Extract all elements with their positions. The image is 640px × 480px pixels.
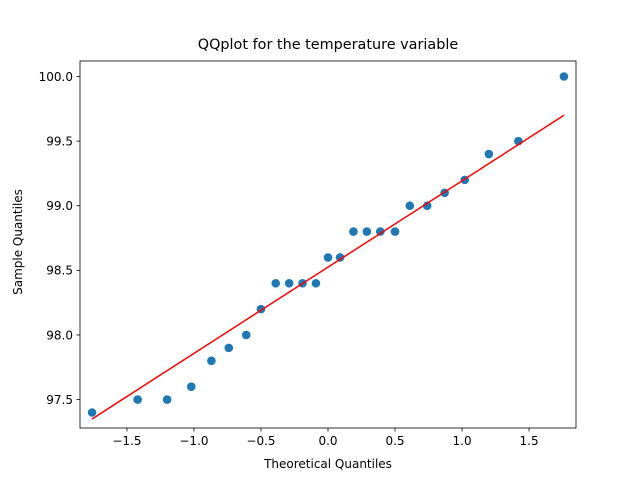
- plot-area: [87, 72, 569, 420]
- x-tick-label: 0.5: [385, 434, 404, 448]
- data-point-15: [349, 227, 358, 236]
- x-tick-label: −0.5: [246, 434, 275, 448]
- data-point-2: [133, 395, 142, 404]
- y-tick-label: 98.0: [46, 328, 73, 342]
- x-tick-label: 1.0: [453, 434, 472, 448]
- x-tick-label: 0.0: [318, 434, 337, 448]
- x-axis-label: Theoretical Quantiles: [263, 457, 392, 471]
- data-point-5: [207, 356, 216, 366]
- data-point-12: [311, 278, 321, 288]
- reference-line: [91, 114, 565, 420]
- x-tick-label: −1.0: [179, 434, 208, 448]
- data-point-6: [224, 343, 234, 353]
- axis-ticks: −1.5 −1.0 −0.5 0.0 0.5 1.0 1.5 97.5 98.0 98.5 99.0…: [39, 70, 539, 448]
- data-point-9: [271, 278, 281, 288]
- chart-title: QQplot for the temperature variable: [198, 37, 459, 53]
- x-tick-label: −1.5: [112, 434, 141, 448]
- data-point-19: [405, 201, 415, 211]
- y-tick-label: 100.0: [39, 70, 73, 84]
- data-point-25: [559, 72, 569, 81]
- data-point-1: [87, 408, 97, 417]
- data-point-4: [186, 382, 196, 391]
- plot-frame: [79, 60, 577, 429]
- data-point-16: [362, 227, 372, 236]
- data-point-10: [284, 278, 294, 288]
- data-point-17: [375, 227, 385, 236]
- data-point-13: [323, 253, 333, 262]
- y-axis-label: Sample Quantiles: [11, 189, 25, 295]
- data-point-18: [390, 227, 400, 236]
- data-point-20: [422, 201, 432, 211]
- y-tick-label: 99.0: [46, 199, 73, 213]
- data-point-23: [484, 149, 494, 159]
- data-point-3: [162, 395, 172, 404]
- x-tick-label: 1.5: [520, 434, 539, 448]
- data-point-7: [241, 330, 251, 340]
- y-tick-label: 99.5: [46, 134, 73, 148]
- y-tick-label: 98.5: [46, 264, 73, 278]
- data-point-14: [335, 253, 345, 262]
- y-tick-label: 97.5: [46, 393, 73, 407]
